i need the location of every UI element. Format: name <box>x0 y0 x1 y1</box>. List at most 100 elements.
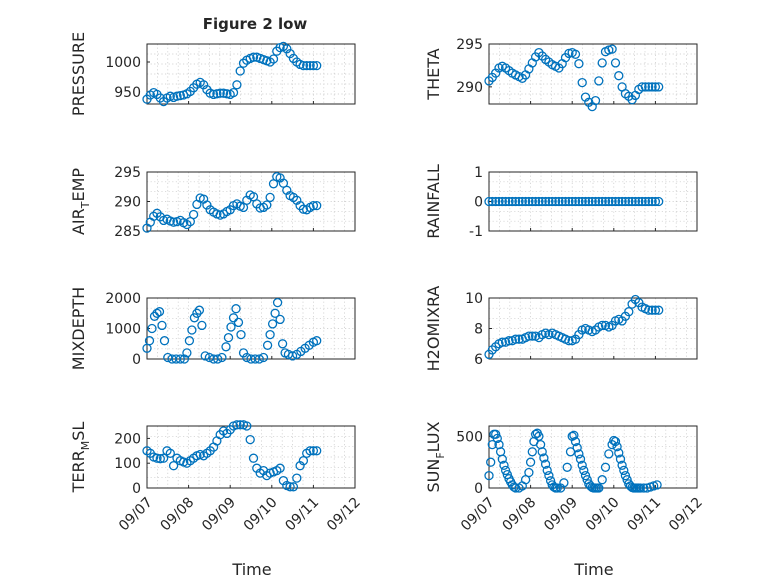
data-point <box>640 196 651 207</box>
data-point <box>527 447 537 457</box>
data-point <box>265 329 275 340</box>
data-point <box>189 313 200 323</box>
grid <box>147 44 355 104</box>
data-point <box>218 88 229 98</box>
data-point <box>647 305 657 315</box>
data-point <box>305 446 315 456</box>
data-point <box>312 446 322 456</box>
data-point <box>587 196 597 207</box>
y-tick-label: 0 <box>474 481 483 497</box>
x-tick-label: 09/10 <box>241 495 281 535</box>
data-point <box>570 49 581 59</box>
data-point <box>557 196 567 207</box>
data-point <box>620 470 631 481</box>
data-point <box>550 196 561 207</box>
data-point <box>179 354 190 364</box>
data-point <box>308 200 319 211</box>
data-point <box>524 196 534 207</box>
data-point <box>312 200 322 211</box>
data-point <box>149 311 160 321</box>
data-point <box>644 82 654 92</box>
data-point <box>525 457 536 467</box>
data-point <box>157 320 167 331</box>
y-axis-label: AIRTEMP <box>69 168 92 235</box>
data-point <box>245 434 255 445</box>
x-tick-label: 09/11 <box>282 495 322 535</box>
panel-pressure: 950 1000 PRESSURE <box>69 32 356 116</box>
data-point <box>152 308 162 318</box>
data-point <box>277 339 288 349</box>
data-point <box>650 82 661 92</box>
data-point <box>487 439 497 450</box>
data-point <box>537 196 547 207</box>
x-tick-label: 09/08 <box>158 495 198 535</box>
data-point <box>510 334 521 344</box>
data-point <box>232 80 242 90</box>
data-point <box>197 320 207 331</box>
data-point <box>544 470 554 481</box>
data-point <box>617 196 627 207</box>
x-tick-label: 09/09 <box>199 495 239 535</box>
data-series <box>484 428 662 493</box>
data-point <box>175 90 185 101</box>
x-axis-label-right: Time <box>573 560 613 579</box>
data-point <box>614 448 624 458</box>
data-point <box>500 196 511 207</box>
data-point <box>604 196 614 207</box>
data-point <box>615 454 626 464</box>
y-tick-label: 0 <box>132 481 141 497</box>
panel-theta: 290 295 THETA <box>424 37 698 112</box>
data-point <box>268 54 279 64</box>
data-point <box>617 316 627 326</box>
data-point <box>285 482 295 492</box>
data-point <box>565 447 576 457</box>
data-point <box>486 457 496 467</box>
data-point <box>590 196 601 207</box>
data-point <box>492 433 502 444</box>
data-point <box>184 336 195 346</box>
data-point <box>574 449 584 459</box>
data-point <box>579 465 589 476</box>
data-point <box>637 196 647 207</box>
panel-sun-flux: 0 500 09/07 09/08 09/09 09/10 09/11 09/12 SUNFLU… <box>424 421 706 534</box>
data-point <box>644 196 654 207</box>
data-point <box>580 196 591 207</box>
data-point <box>577 77 587 88</box>
data-point <box>584 196 594 207</box>
x-axis-label-left: Time <box>231 560 271 579</box>
data-point <box>594 483 604 493</box>
data-point <box>192 308 202 318</box>
data-point <box>497 454 507 464</box>
data-point <box>262 340 273 350</box>
data-point <box>607 44 617 54</box>
grid <box>147 426 355 488</box>
y-tick-label: 0 <box>474 195 483 211</box>
y-axis-label: MIXDEPTH <box>69 287 88 370</box>
panel-rainfall: -1 0 1 RAINFALL <box>424 164 698 240</box>
data-point <box>654 305 664 315</box>
data-point <box>226 322 236 332</box>
data-point <box>158 453 169 463</box>
data-point <box>570 436 581 447</box>
data-point <box>590 95 601 106</box>
data-point <box>617 460 627 470</box>
data-point <box>265 192 275 203</box>
data-point <box>215 88 225 98</box>
data-point <box>491 196 501 207</box>
y-tick-label: 290 <box>456 80 483 96</box>
data-point <box>258 352 269 363</box>
data-point <box>597 58 607 68</box>
data-point <box>238 348 249 358</box>
data-point <box>275 314 285 325</box>
data-point <box>514 334 524 344</box>
chart-title: Figure 2 low <box>203 15 308 33</box>
x-tick-label: 09/12 <box>324 495 364 535</box>
data-point <box>187 325 197 335</box>
data-point <box>154 307 165 317</box>
data-point <box>559 478 569 488</box>
data-point <box>540 196 551 207</box>
data-point <box>564 336 574 346</box>
x-tick-label: 09/12 <box>666 495 706 535</box>
data-point <box>168 217 179 227</box>
